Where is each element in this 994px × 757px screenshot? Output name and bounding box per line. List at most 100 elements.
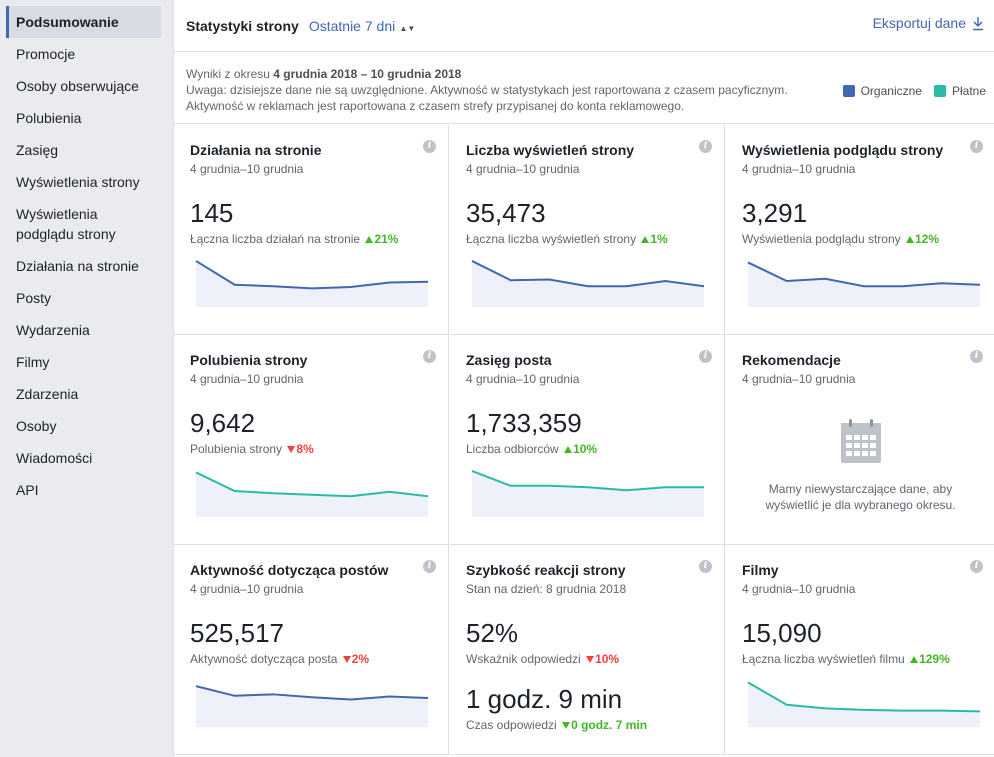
info-icon[interactable]: i: [970, 560, 983, 573]
info-icon[interactable]: i: [699, 140, 712, 153]
change-value: 2%: [351, 652, 370, 666]
change-up: 129%: [910, 652, 950, 666]
card-sub-label: Łączna liczba wyświetleń filmu: [742, 652, 905, 666]
card-sub-label: Wyświetlenia podglądu strony: [742, 232, 901, 246]
sparkline: [471, 470, 704, 517]
sidebar-item[interactable]: Posty: [16, 290, 52, 306]
sparkline-line: [195, 471, 429, 498]
note-1: Uwaga: dzisiejsze dane nie są uwzględnio…: [186, 83, 788, 97]
card-value: 3,291: [742, 198, 808, 228]
sidebar-item[interactable]: Zasięg: [16, 142, 59, 158]
period-dropdown[interactable]: Ostatnie 7 dni ▲▼: [309, 18, 415, 34]
sidebar-item[interactable]: Wiadomości: [16, 450, 93, 466]
info-icon[interactable]: i: [699, 560, 712, 573]
info-icon[interactable]: i: [699, 350, 712, 363]
note-2: Aktywność w reklamach jest raportowana z…: [186, 99, 685, 113]
legend-organic-label: Organiczne: [860, 84, 922, 98]
change-up: 12%: [906, 232, 939, 246]
card-subtitle: Aktywność dotycząca posta 2%: [190, 652, 432, 666]
card-subtitle: Łączna liczba wyświetleń filmu 129%: [742, 652, 979, 666]
card-subtitle: Łączna liczba działań na stronie 21%: [190, 232, 432, 246]
sidebar-item[interactable]: Działania na stronie: [16, 258, 139, 274]
card-post-reach[interactable]: Zasięg posta i 4 grudnia–10 grudnia 1,73…: [450, 335, 725, 545]
card-date: 4 grudnia–10 grudnia: [742, 582, 856, 596]
sidebar-item[interactable]: Filmy: [16, 354, 50, 370]
card-subtitle: Wskaźnik odpowiedzi 10%: [466, 652, 708, 666]
info-icon[interactable]: i: [970, 140, 983, 153]
card-date: 4 grudnia–10 grudnia: [190, 582, 304, 596]
card-page-previews[interactable]: Wyświetlenia podglądu strony i 4 grudnia…: [726, 125, 994, 335]
sparkline-line: [471, 260, 705, 288]
card-title: Wyświetlenia podglądu strony: [742, 142, 944, 158]
info-icon[interactable]: i: [423, 350, 436, 363]
card-date: 4 grudnia–10 grudnia: [190, 372, 304, 386]
card-title: Liczba wyświetleń strony: [466, 142, 635, 158]
sparkline-line: [471, 470, 704, 492]
card-responsiveness[interactable]: Szybkość reakcji strony i Stan na dzień:…: [450, 545, 725, 755]
arrow-up-icon: [641, 236, 650, 243]
sidebar-item[interactable]: Podsumowanie: [6, 6, 161, 38]
sparkline: [195, 471, 429, 517]
sidebar: Podsumowanie Promocje Osoby obserwujące Pol…: [0, 0, 173, 757]
card-value: 525,517: [190, 618, 284, 648]
card-value: 9,642: [190, 408, 256, 438]
sparkline-area: [472, 470, 704, 517]
range-dates: 4 grudnia 2018 – 10 grudnia 2018: [273, 67, 462, 81]
sidebar-item[interactable]: Osoby: [16, 418, 57, 434]
sidebar-item[interactable]: Wyświetlenia podglądu strony: [16, 206, 116, 242]
change-down: 2%: [342, 652, 370, 666]
change-down-good: 0 godz. 7 min: [562, 718, 647, 732]
card-subtitle-2: Czas odpowiedzi 0 godz. 7 min: [466, 718, 708, 732]
main-panel: Statystyki strony Ostatnie 7 dni ▲▼ Eksp…: [173, 0, 994, 757]
card-recommendations[interactable]: Rekomendacje i 4 grudnia–10 grudnia Mamy…: [726, 335, 994, 545]
change-up: 1%: [641, 232, 668, 246]
sparkline-area: [196, 686, 428, 727]
card-subtitle: Łączna liczba wyświetleń strony 1%: [466, 232, 708, 246]
card-subtitle: Liczba odbiorców 10%: [466, 442, 708, 456]
sidebar-item[interactable]: Zdarzenia: [16, 386, 79, 402]
range-text: Wyniki z okresu 4 grudnia 2018 – 10 grud…: [186, 66, 982, 82]
arrow-down-icon: [287, 446, 296, 453]
card-date: Stan na dzień: 8 grudnia 2018: [466, 582, 627, 596]
arrow-down-icon: [562, 722, 571, 729]
info-panel: Wyniki z okresu 4 grudnia 2018 – 10 grud…: [174, 52, 994, 124]
card-page-views[interactable]: Liczba wyświetleń strony i 4 grudnia–10 …: [450, 125, 725, 335]
change-value: 0 godz. 7 min: [571, 718, 648, 732]
card-title: Zasięg posta: [466, 352, 552, 368]
sidebar-item[interactable]: Promocje: [16, 46, 76, 62]
arrow-up-icon: [910, 656, 919, 663]
period-label: Ostatnie 7 dni: [308, 17, 396, 34]
calendar-icon: [840, 419, 881, 463]
change-value: 10%: [595, 652, 620, 666]
response-time-value: 1 godz. 9 min: [466, 684, 623, 714]
sparkline: [747, 681, 981, 727]
card-page-actions[interactable]: Działania na stronie i 4 grudnia–10 grud…: [174, 125, 449, 335]
sidebar-item[interactable]: Osoby obserwujące: [16, 78, 139, 94]
metrics-grid: Działania na stronie i 4 grudnia–10 grud…: [174, 125, 994, 757]
export-button[interactable]: Eksportuj dane: [873, 15, 984, 31]
legend: Organiczne Płatne: [831, 83, 986, 99]
card-page-likes[interactable]: Polubienia strony i 4 grudnia–10 grudnia…: [174, 335, 449, 545]
info-icon[interactable]: i: [970, 350, 983, 363]
sparkline-line: [195, 260, 429, 290]
sidebar-item[interactable]: Wydarzenia: [16, 322, 90, 338]
info-icon[interactable]: i: [423, 140, 436, 153]
card-subtitle: Wyświetlenia podglądu strony 12%: [742, 232, 979, 246]
card-post-engagement[interactable]: Aktywność dotycząca postów i 4 grudnia–1…: [174, 545, 449, 755]
card-sub-label: Wskaźnik odpowiedzi: [466, 652, 581, 666]
arrow-up-icon: [906, 236, 914, 243]
sparkline-line: [195, 685, 429, 701]
card-date: 4 grudnia–10 grudnia: [742, 372, 856, 386]
sidebar-item[interactable]: API: [16, 482, 39, 498]
sidebar-item[interactable]: Wyświetlenia strony: [16, 174, 140, 190]
sidebar-item[interactable]: Polubienia: [16, 110, 82, 126]
sparkline-area: [472, 260, 704, 307]
sparkline-area: [748, 682, 980, 727]
card-date: 4 grudnia–10 grudnia: [466, 162, 580, 176]
card-sub2-label: Czas odpowiedzi: [466, 718, 557, 732]
info-icon[interactable]: i: [423, 560, 436, 573]
card-subtitle: Polubienia strony 8%: [190, 442, 432, 456]
card-videos[interactable]: Filmy i 4 grudnia–10 grudnia 15,090 Łącz…: [726, 545, 994, 755]
card-title: Działania na stronie: [190, 142, 322, 158]
card-date: 4 grudnia–10 grudnia: [190, 162, 304, 176]
